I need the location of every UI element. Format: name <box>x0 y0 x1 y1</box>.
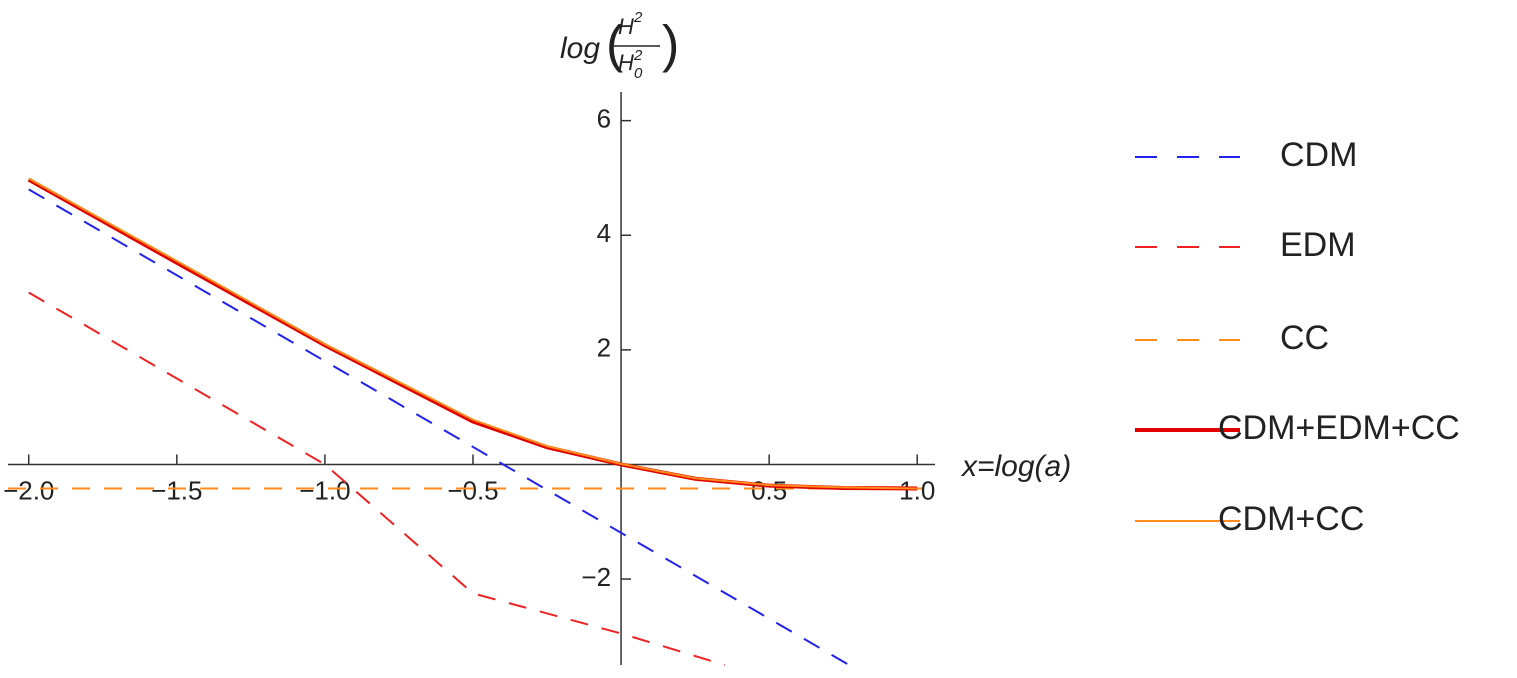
x-tick-label: −0.5 <box>447 475 498 505</box>
legend-label: CDM <box>1280 136 1357 174</box>
x-axis-label: x=log(a) <box>960 450 1071 483</box>
x-tick-label: 0.5 <box>751 475 787 505</box>
y-label-func: log <box>560 32 600 65</box>
legend-label: CDM+EDM+CC <box>1218 409 1460 447</box>
series-line <box>28 291 726 666</box>
y-label-num-sup: 2 <box>633 9 643 26</box>
x-tick-label: −1.5 <box>151 475 202 505</box>
legend-label: CDM+CC <box>1218 500 1364 538</box>
plot-area <box>8 177 935 666</box>
y-tick-label: 6 <box>597 104 611 134</box>
y-tick-label: 4 <box>597 218 611 248</box>
paren: ) <box>662 16 679 74</box>
y-label-den: H <box>618 50 634 75</box>
y-label-den-sup: 2 <box>633 47 643 64</box>
paren: ( <box>606 16 624 74</box>
y-tick-label: −2 <box>581 562 611 592</box>
legend-label: CC <box>1280 319 1329 357</box>
x-tick-label: −2.0 <box>3 475 54 505</box>
legend-label: EDM <box>1280 226 1356 264</box>
y-tick-label: 2 <box>597 333 611 363</box>
series-line <box>28 177 918 490</box>
y-axis-label: log ( H 2 H 2 0 ) <box>560 9 679 82</box>
y-label-num: H <box>618 14 634 39</box>
y-label-den-sub: 0 <box>634 65 643 82</box>
series-line <box>27 177 918 491</box>
series-line <box>28 188 850 666</box>
